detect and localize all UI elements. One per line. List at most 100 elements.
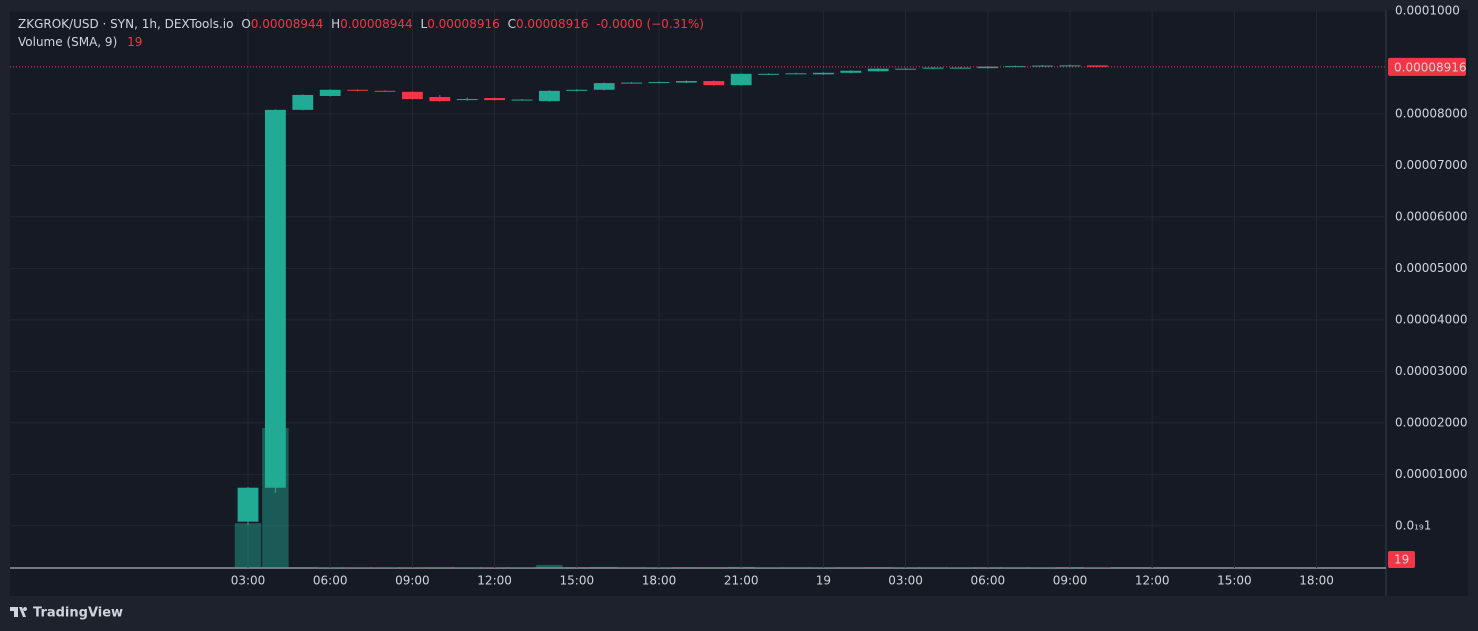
candle-body <box>456 99 478 101</box>
y-tick-label: 0.0₁₉1 <box>1395 518 1431 532</box>
brand-name: TradingView <box>33 606 123 621</box>
volume-bar <box>1084 567 1111 568</box>
candle-body <box>1032 65 1054 67</box>
legend-low: 0.00008916 <box>427 17 500 31</box>
candle-body <box>675 81 697 83</box>
volume-bar <box>317 567 344 568</box>
volume-bar <box>508 567 536 568</box>
volume-legend: Volume (SMA, 9) 19 <box>18 35 142 49</box>
volume-bar <box>810 567 837 568</box>
volume-bar <box>755 567 782 568</box>
volume-bar <box>563 567 590 568</box>
volume-bar <box>892 567 919 568</box>
x-tick-label: 03:00 <box>231 574 266 588</box>
candle-body <box>758 73 780 75</box>
candle-body <box>922 67 944 69</box>
candle-body <box>401 91 423 100</box>
brand-logo <box>10 607 28 617</box>
x-tick-label: 21:00 <box>724 574 759 588</box>
candle-body <box>347 89 369 91</box>
legend-l: L <box>421 17 428 31</box>
candle-body <box>648 82 670 84</box>
legend-open: 0.00008944 <box>251 17 324 31</box>
volume-bar <box>454 567 481 568</box>
candle-body <box>292 94 314 110</box>
y-tick-label: 0.00008000 <box>1395 106 1468 120</box>
volume-bar <box>974 567 1001 568</box>
x-tick-label: 09:00 <box>1053 574 1088 588</box>
volume-bar <box>673 567 700 568</box>
candle-body <box>1086 65 1108 67</box>
x-tick-label: 03:00 <box>888 574 923 588</box>
x-tick-label: 06:00 <box>313 574 348 588</box>
x-tick-label: 12:00 <box>477 574 512 588</box>
volume-bar <box>700 567 727 568</box>
volume-badge <box>1388 551 1415 568</box>
candle-body <box>895 68 917 70</box>
volume-bar <box>536 564 563 568</box>
volume-bar <box>1029 567 1056 568</box>
volume-bar <box>645 567 673 568</box>
candle-body <box>511 99 533 101</box>
grid <box>10 10 1386 568</box>
volume-bar <box>865 567 892 568</box>
marks <box>10 64 1386 568</box>
candle-body <box>319 89 341 96</box>
candle-body <box>867 68 889 72</box>
x-tick-label: 06:00 <box>971 574 1006 588</box>
volume-bar <box>947 567 974 568</box>
legend-h: H <box>331 17 340 31</box>
volume-bar <box>289 567 316 568</box>
y-tick-label: 0.0001000 <box>1395 4 1460 18</box>
x-tick-label: 12:00 <box>1135 574 1170 588</box>
y-tick-label: 0.00001000 <box>1395 467 1468 481</box>
x-tick-label: 09:00 <box>395 574 430 588</box>
volume-value: 19 <box>127 35 142 49</box>
y-tick-label: 0.00007000 <box>1395 158 1468 172</box>
volume-bar <box>426 567 453 568</box>
volume-bar <box>1056 567 1084 568</box>
x-tick-label: 15:00 <box>560 574 595 588</box>
candle-body <box>374 90 396 92</box>
candle-body <box>812 72 834 75</box>
candle-body <box>977 66 999 69</box>
x-tick-label: 18:00 <box>1299 574 1334 588</box>
candle-body <box>1059 65 1081 67</box>
legend-line: ZKGROK/USD · SYN, 1h, DEXTools.io O0.000… <box>18 17 704 31</box>
volume-bar <box>728 566 755 568</box>
candle-body <box>484 98 506 101</box>
candle-body <box>593 83 615 90</box>
y-tick-label: 0.00004000 <box>1395 312 1468 326</box>
last-price-label: 0.00008916 <box>1394 60 1467 74</box>
x-tick-label: 15:00 <box>1217 574 1252 588</box>
candle-body <box>429 96 451 102</box>
candle-body <box>703 81 725 86</box>
candle-body <box>730 73 752 86</box>
legend-change: -0.0000 (−0.31%) <box>596 17 704 31</box>
candle-body <box>621 82 643 84</box>
candle-body <box>840 70 862 73</box>
candle-body <box>566 89 588 91</box>
volume-bar <box>399 567 426 568</box>
volume-bar <box>234 523 262 568</box>
volume-badge-label: 19 <box>1394 553 1409 567</box>
legend-c: C <box>508 17 516 31</box>
y-tick-label: 0.00002000 <box>1395 415 1468 429</box>
legend-o: O <box>241 17 250 31</box>
volume-bar <box>371 567 399 568</box>
volume-bar <box>618 567 645 568</box>
legend-close: 0.00008916 <box>516 17 589 31</box>
x-tick-label: 18:00 <box>642 574 677 588</box>
y-tick-label: 0.00003000 <box>1395 364 1468 378</box>
candle-body <box>264 109 286 488</box>
y-tick-label: 0.00006000 <box>1395 209 1468 223</box>
candle-body <box>949 67 971 69</box>
legend-high: 0.00008944 <box>340 17 413 31</box>
volume-name: Volume (SMA, 9) <box>18 35 117 49</box>
x-tick-label: 19 <box>816 574 831 588</box>
legend-symbol: ZKGROK/USD · SYN, 1h, DEXTools.io <box>18 17 233 31</box>
volume-bar <box>837 567 864 568</box>
volume-bar <box>591 566 618 568</box>
